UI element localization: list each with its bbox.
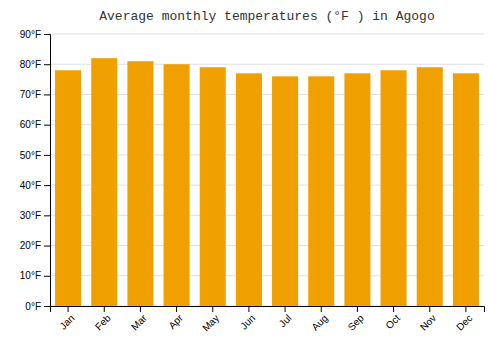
y-tick-mark — [44, 155, 50, 156]
y-tick-label: 80°F — [20, 59, 41, 70]
plot: Jan Feb Mar Apr May Jun Jul Aug Sep Oct Nov Dec 0°F 1… — [20, 29, 485, 334]
y-tick: 40°F — [20, 180, 50, 191]
bar — [417, 67, 443, 306]
bar — [344, 73, 370, 306]
x-tick: Jan — [57, 306, 76, 332]
y-tick-label: 60°F — [20, 119, 41, 130]
x-tick: Jul — [277, 306, 294, 329]
x-tick-label: Dec — [454, 312, 474, 332]
y-tick-mark — [44, 125, 50, 126]
x-tick-mark — [212, 306, 213, 312]
y-tick: 10°F — [20, 270, 50, 281]
x-tick-mark — [285, 306, 286, 312]
x-tick: Jun — [238, 306, 257, 332]
y-tick-mark — [44, 215, 50, 216]
y-tick-label: 90°F — [20, 29, 41, 40]
x-axis: Jan Feb Mar Apr May Jun Jul Aug Sep Oct Nov Dec — [51, 306, 485, 334]
grid-line — [50, 34, 484, 35]
x-tick-label: Aug — [309, 312, 329, 332]
chart-container: Jan Feb Mar Apr May Jun Jul Aug Sep Oct Nov Dec 0°F 1… — [0, 0, 500, 350]
x-tick-mark — [357, 306, 358, 312]
y-tick-label: 10°F — [20, 270, 41, 281]
x-tick: Feb — [93, 306, 113, 332]
x-tick-mark — [465, 306, 466, 312]
y-tick-label: 50°F — [20, 150, 41, 161]
x-tick: May — [200, 306, 221, 334]
x-tick-mark — [104, 306, 105, 312]
y-tick-label: 70°F — [20, 89, 41, 100]
y-tick: 20°F — [20, 240, 50, 251]
x-tick-mark — [68, 306, 69, 312]
y-tick: 80°F — [20, 59, 50, 70]
bar — [453, 73, 479, 306]
x-tick-label: Sep — [346, 312, 367, 333]
x-tick-label: Nov — [418, 312, 438, 332]
x-tick-mark — [393, 306, 394, 312]
x-tick: Sep — [346, 306, 367, 333]
y-tick: 70°F — [20, 89, 50, 100]
bar — [55, 70, 81, 306]
bar — [164, 64, 190, 306]
y-tick: 30°F — [20, 210, 50, 221]
y-tick-mark — [44, 306, 50, 307]
y-tick-label: 30°F — [20, 210, 41, 221]
bars — [55, 58, 479, 306]
x-tick: Dec — [454, 306, 474, 333]
x-tick-mark — [140, 306, 141, 312]
axis-line — [51, 307, 485, 313]
y-tick-label: 40°F — [20, 180, 41, 191]
bar — [127, 61, 153, 306]
title: Average monthly temperatures (°F ) in Ag… — [99, 9, 434, 24]
x-tick-mark — [176, 306, 177, 312]
x-tick: Apr — [166, 306, 185, 331]
y-tick-label: 20°F — [20, 240, 41, 251]
x-tick-mark — [321, 306, 322, 312]
bar — [91, 58, 117, 306]
x-tick-mark — [248, 306, 249, 312]
chart-svg: Jan Feb Mar Apr May Jun Jul Aug Sep Oct Nov Dec 0°F 1… — [0, 0, 500, 350]
bar — [272, 76, 298, 306]
y-tick: 50°F — [20, 150, 50, 161]
bar — [381, 70, 407, 306]
bar — [308, 76, 334, 306]
y-tick-mark — [44, 34, 50, 35]
y-tick-mark — [44, 246, 50, 247]
x-tick-label: Oct — [383, 312, 402, 331]
bar — [236, 73, 262, 306]
x-tick-label: May — [200, 312, 221, 333]
x-tick: Mar — [129, 306, 149, 332]
y-tick: 90°F — [20, 29, 50, 40]
y-tick-mark — [44, 276, 50, 277]
x-tick: Nov — [418, 306, 438, 333]
y-tick-mark — [44, 64, 50, 65]
x-tick-label: Jun — [238, 312, 257, 331]
y-tick-label: 0°F — [25, 301, 41, 312]
axis-line — [44, 35, 51, 307]
x-tick-label: Mar — [129, 312, 149, 332]
y-tick: 0°F — [25, 301, 50, 312]
y-tick-mark — [44, 94, 50, 95]
grid — [50, 34, 484, 306]
x-tick-label: Apr — [166, 312, 185, 331]
x-tick-label: Jan — [57, 312, 76, 331]
bar — [200, 67, 226, 306]
x-tick-mark — [429, 306, 430, 312]
y-tick-mark — [44, 185, 50, 186]
x-tick: Oct — [383, 306, 402, 331]
x-tick-label: Feb — [93, 312, 113, 332]
y-tick: 60°F — [20, 119, 50, 130]
x-tick: Aug — [309, 306, 329, 333]
x-tick-label: Jul — [277, 312, 294, 329]
y-axis: 0°F 10°F 20°F 30°F 40°F 50°F 60°F 70°F 80°F 90°F — [20, 29, 51, 312]
